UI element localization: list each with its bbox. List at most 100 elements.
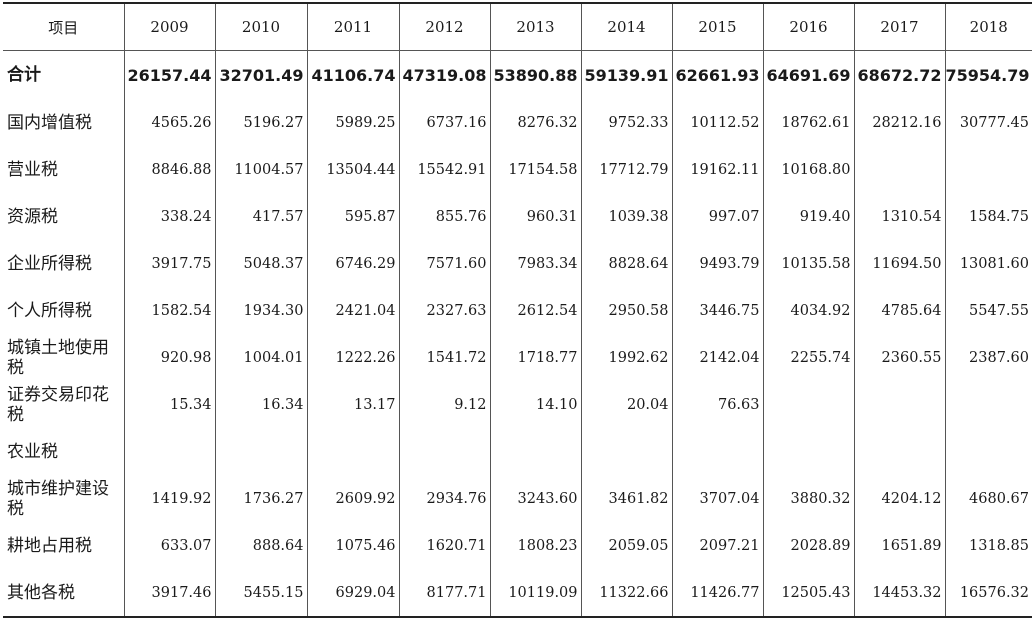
table-cell: 1419.92 [123, 475, 215, 523]
table-cell: 12505.43 [762, 569, 854, 618]
table-cell: 19162.11 [671, 146, 763, 194]
table-cell: 1541.72 [398, 334, 490, 382]
row-label: 资源税 [7, 207, 58, 227]
table-cell: 10112.52 [671, 99, 763, 147]
table-cell: 1039.38 [580, 193, 672, 241]
table-cell: 14453.32 [853, 569, 945, 618]
table-cell: 1075.46 [306, 522, 399, 570]
table-cell: 13081.60 [944, 240, 1032, 288]
table-cell: 9752.33 [580, 99, 672, 147]
table-cell: 11004.57 [214, 146, 307, 194]
row-label: 国内增值税 [7, 113, 92, 133]
table-cell: 5547.55 [944, 287, 1032, 335]
table-cell: 4680.67 [944, 475, 1032, 523]
table-cell: 5048.37 [214, 240, 307, 288]
table-cell: 15.34 [123, 381, 215, 429]
table-cell: 6746.29 [306, 240, 399, 288]
table-cell: 17154.58 [489, 146, 581, 194]
table-cell: 919.40 [762, 193, 854, 241]
table-cell: 1584.75 [944, 193, 1032, 241]
table-cell: 76.63 [671, 381, 763, 429]
row-label: 耕地占用税 [7, 536, 92, 556]
table-row: 企业所得税 3917.75 5048.37 6746.29 7571.60 7983.34… [3, 240, 1032, 288]
table-cell: 8276.32 [489, 99, 581, 147]
table-cell: 15542.91 [398, 146, 490, 194]
table-header: 项目 2009 2010 2011 2012 2013 2014 2015 20… [3, 2, 1032, 51]
table-cell [306, 428, 399, 476]
table-cell [123, 428, 215, 476]
table-cell [398, 428, 490, 476]
table-cell: 75954.79 [944, 50, 1032, 100]
table-cell: 9.12 [398, 381, 490, 429]
table-cell: 2421.04 [306, 287, 399, 335]
table-cell: 6737.16 [398, 99, 490, 147]
table-cell: 2934.76 [398, 475, 490, 523]
header-year: 2014 [580, 2, 672, 51]
table-cell: 1992.62 [580, 334, 672, 382]
table-cell: 59139.91 [580, 50, 672, 100]
table-row: 个人所得税 1582.54 1934.30 2421.04 2327.63 2612.54… [3, 287, 1032, 335]
table-cell: 53890.88 [489, 50, 581, 100]
table-cell: 1582.54 [123, 287, 215, 335]
table-cell: 3880.32 [762, 475, 854, 523]
table-cell: 62661.93 [671, 50, 763, 100]
table-cell: 32701.49 [214, 50, 307, 100]
table-cell [580, 428, 672, 476]
table-cell: 9493.79 [671, 240, 763, 288]
table-cell: 18762.61 [762, 99, 854, 147]
header-row: 项目 2009 2010 2011 2012 2013 2014 2015 20… [3, 2, 1032, 51]
header-year: 2018 [944, 2, 1032, 51]
table-cell [671, 428, 763, 476]
table-cell: 14.10 [489, 381, 581, 429]
header-year: 2013 [489, 2, 581, 51]
header-year: 2016 [762, 2, 854, 51]
table-cell: 26157.44 [123, 50, 215, 100]
table-cell: 1620.71 [398, 522, 490, 570]
table-cell [944, 381, 1032, 429]
table-row: 资源税 338.24 417.57 595.87 855.76 960.31 1039.38… [3, 193, 1032, 241]
table-row: 农业税 [3, 428, 1032, 476]
table-cell [853, 428, 945, 476]
table-row: 其他各税 3917.46 5455.15 6929.04 8177.71 10119.09… [3, 569, 1032, 618]
table-cell: 2028.89 [762, 522, 854, 570]
table-cell: 5196.27 [214, 99, 307, 147]
table-row: 营业税 8846.88 11004.57 13504.44 15542.91 17154.… [3, 146, 1032, 194]
table-cell [214, 428, 307, 476]
table-cell: 5455.15 [214, 569, 307, 618]
table-cell: 1651.89 [853, 522, 945, 570]
table-cell: 1004.01 [214, 334, 307, 382]
table-cell: 10168.80 [762, 146, 854, 194]
table-cell: 2950.58 [580, 287, 672, 335]
table-cell: 4785.64 [853, 287, 945, 335]
table-cell: 3461.82 [580, 475, 672, 523]
header-year: 2015 [671, 2, 763, 51]
table-cell [944, 146, 1032, 194]
row-label: 其他各税 [3, 569, 124, 618]
table-cell: 13504.44 [306, 146, 399, 194]
table-cell: 11694.50 [853, 240, 945, 288]
table-cell: 633.07 [123, 522, 215, 570]
table-cell: 2097.21 [671, 522, 763, 570]
table-cell: 17712.79 [580, 146, 672, 194]
table-cell: 2255.74 [762, 334, 854, 382]
table-cell: 997.07 [671, 193, 763, 241]
header-year: 2010 [214, 2, 307, 51]
table-cell [762, 381, 854, 429]
table-cell: 3707.04 [671, 475, 763, 523]
tax-revenue-table: 项目 2009 2010 2011 2012 2013 2014 2015 20… [3, 2, 1032, 618]
row-label: 合计 [7, 65, 41, 86]
table-cell: 2387.60 [944, 334, 1032, 382]
table-cell: 4565.26 [123, 99, 215, 147]
table-cell: 1310.54 [853, 193, 945, 241]
row-label: 农业税 [7, 442, 58, 462]
table-cell: 8828.64 [580, 240, 672, 288]
table-cell: 595.87 [306, 193, 399, 241]
table-cell: 888.64 [214, 522, 307, 570]
table-cell: 41106.74 [306, 50, 399, 100]
table-cell: 28212.16 [853, 99, 945, 147]
table-cell: 2360.55 [853, 334, 945, 382]
table-cell: 1318.85 [944, 522, 1032, 570]
table-cell [489, 428, 581, 476]
table-cell [762, 428, 854, 476]
table-cell: 5989.25 [306, 99, 399, 147]
